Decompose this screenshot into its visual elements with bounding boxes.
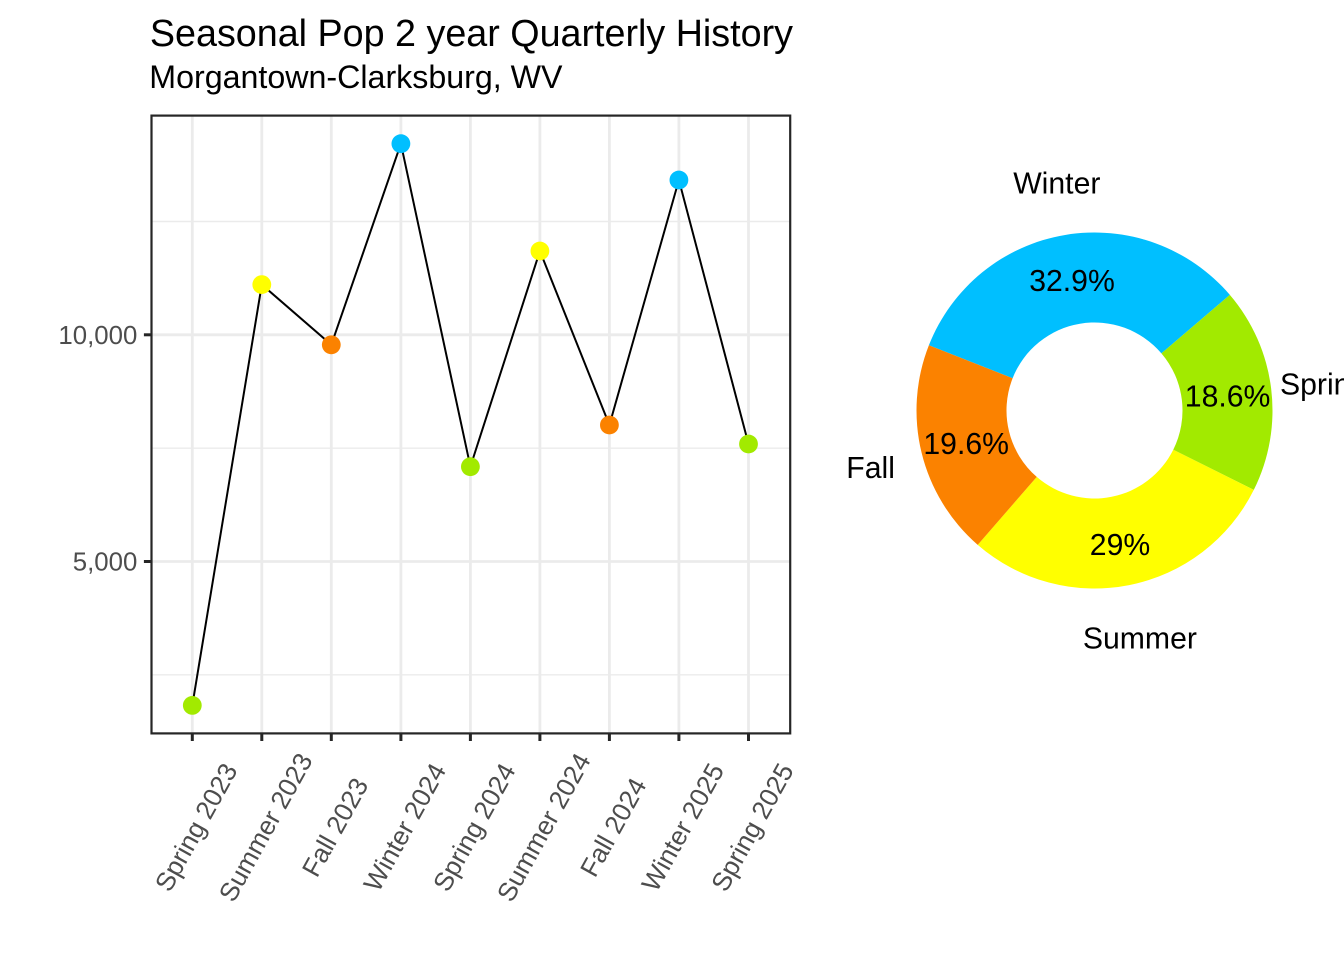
svg-text:Morgantown-Clarksburg, WV: Morgantown-Clarksburg, WV: [149, 59, 563, 95]
svg-text:10,000: 10,000: [58, 322, 137, 350]
svg-text:29%: 29%: [1090, 529, 1150, 562]
svg-text:18.6%: 18.6%: [1185, 380, 1271, 413]
svg-text:Spring: Spring: [1280, 369, 1344, 402]
svg-text:Fall: Fall: [846, 452, 895, 485]
svg-text:19.6%: 19.6%: [923, 428, 1009, 461]
svg-text:32.9%: 32.9%: [1029, 265, 1115, 298]
svg-text:Seasonal Pop 2 year Quarterly: Seasonal Pop 2 year Quarterly History: [150, 12, 793, 54]
svg-text:5,000: 5,000: [73, 548, 138, 576]
svg-text:Winter: Winter: [1013, 168, 1100, 201]
svg-text:Summer: Summer: [1083, 622, 1197, 655]
